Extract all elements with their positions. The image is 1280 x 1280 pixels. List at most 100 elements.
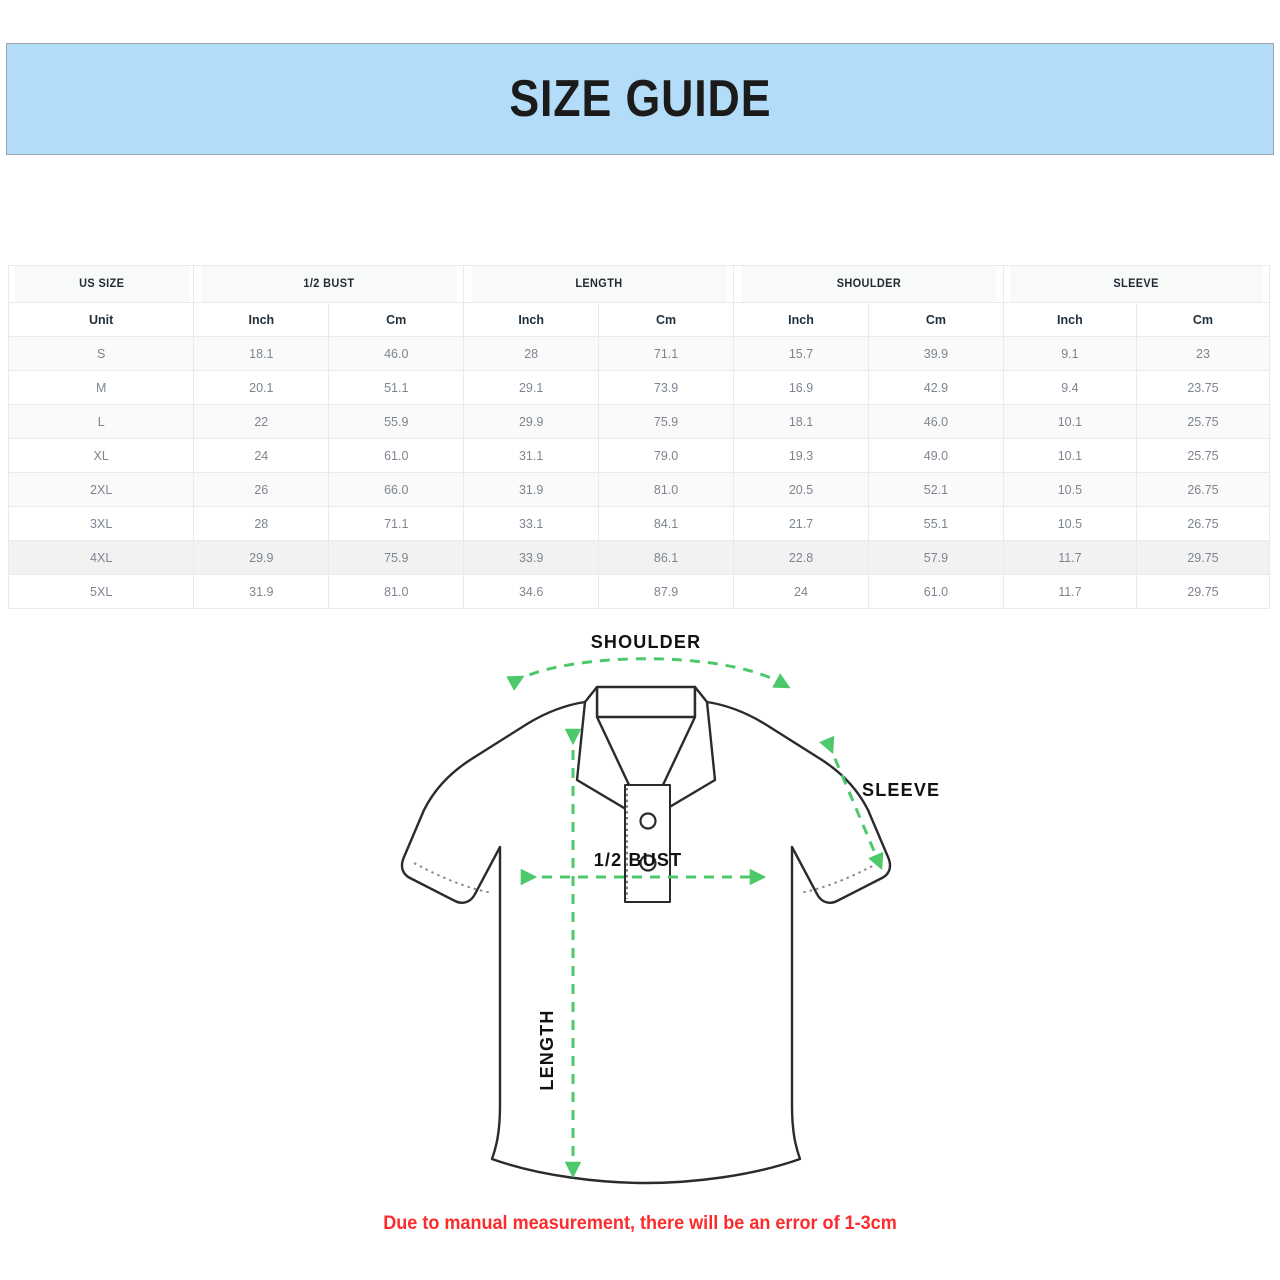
polo-shirt-outline [400, 700, 892, 1185]
size-guide-banner: SIZE GUIDE [6, 43, 1274, 155]
cell-sleeve-cm: 23.75 [1135, 370, 1271, 405]
cell-sleeve-in: 11.7 [1002, 540, 1137, 575]
cell-length-in: 28 [463, 336, 600, 371]
table-row: S 18.1 46.0 28 71.1 15.7 39.9 9.1 23 [7, 336, 1271, 371]
size-table: US SIZE 1/2 BUST LENGTH SHOULDER SLEEVE … [7, 265, 1271, 609]
cell-size: L [7, 404, 195, 439]
cell-sleeve-in: 9.4 [1002, 370, 1137, 405]
button-placket [624, 784, 671, 903]
cell-bust-cm: 75.9 [328, 540, 465, 575]
cell-sleeve-cm: 25.75 [1135, 438, 1271, 473]
unit-header-shoulder-cm: Cm [867, 302, 1004, 337]
cell-shoulder-in: 19.3 [733, 438, 869, 473]
unit-header-sleeve-in: Inch [1002, 302, 1137, 337]
cell-bust-cm: 46.0 [328, 336, 465, 371]
cell-shoulder-cm: 52.1 [867, 472, 1004, 507]
table-row: 2XL 26 66.0 31.9 81.0 20.5 52.1 10.5 26.75 [7, 472, 1271, 507]
unit-header-unit: Unit [7, 302, 195, 337]
length-label: LENGTH [537, 1009, 557, 1090]
cell-bust-in: 20.1 [193, 370, 330, 405]
page-title: SIZE GUIDE [508, 70, 772, 128]
cell-length-cm: 84.1 [598, 506, 735, 541]
cell-shoulder-cm: 55.1 [867, 506, 1004, 541]
cell-length-in: 29.1 [463, 370, 600, 405]
cell-bust-in: 31.9 [193, 574, 330, 609]
cell-sleeve-cm: 23 [1135, 336, 1271, 371]
garment-diagram: SHOULDER SLEEVE 1/2 BUST LENGTH [0, 625, 1280, 1205]
group-header-bust: 1/2 BUST [200, 265, 458, 303]
cell-bust-in: 18.1 [193, 336, 330, 371]
size-table-body: S 18.1 46.0 28 71.1 15.7 39.9 9.1 23 M 20.1 51.1 29.… [7, 336, 1271, 609]
cell-length-cm: 71.1 [598, 336, 735, 371]
cell-bust-in: 29.9 [193, 540, 330, 575]
cell-length-cm: 75.9 [598, 404, 735, 439]
cell-bust-in: 26 [193, 472, 330, 507]
unit-header-bust-cm: Cm [328, 302, 465, 337]
group-header-row: US SIZE 1/2 BUST LENGTH SHOULDER SLEEVE [9, 265, 1270, 303]
cell-size: M [7, 370, 195, 405]
cell-bust-cm: 55.9 [328, 404, 465, 439]
cell-bust-in: 28 [193, 506, 330, 541]
unit-header-row: Unit Inch Cm Inch Cm Inch Cm Inch Cm [7, 302, 1271, 337]
measurement-disclaimer: Due to manual measurement, there will be… [383, 1213, 897, 1234]
cell-size: 2XL [7, 472, 195, 507]
cell-bust-cm: 61.0 [328, 438, 465, 473]
unit-header-length-in: Inch [463, 302, 600, 337]
cell-sleeve-cm: 25.75 [1135, 404, 1271, 439]
cell-sleeve-cm: 26.75 [1135, 506, 1271, 541]
bust-label: 1/2 BUST [594, 850, 683, 870]
cell-shoulder-in: 22.8 [733, 540, 869, 575]
table-row: 5XL 31.9 81.0 34.6 87.9 24 61.0 11.7 29.75 [7, 574, 1271, 609]
cell-length-cm: 73.9 [598, 370, 735, 405]
sleeve-measure-arrow [819, 735, 884, 871]
unit-header-shoulder-in: Inch [733, 302, 869, 337]
cell-length-in: 31.1 [463, 438, 600, 473]
table-row: XL 24 61.0 31.1 79.0 19.3 49.0 10.1 25.75 [7, 438, 1271, 473]
table-row: L 22 55.9 29.9 75.9 18.1 46.0 10.1 25.75 [7, 404, 1271, 439]
table-row: M 20.1 51.1 29.1 73.9 16.9 42.9 9.4 23.75 [7, 370, 1271, 405]
cell-sleeve-in: 9.1 [1002, 336, 1137, 371]
cell-shoulder-cm: 61.0 [867, 574, 1004, 609]
cell-shoulder-in: 20.5 [733, 472, 869, 507]
cell-shoulder-in: 15.7 [733, 336, 869, 371]
shoulder-measure-arrow [506, 657, 791, 691]
cell-length-cm: 86.1 [598, 540, 735, 575]
cell-shoulder-in: 24 [733, 574, 869, 609]
shoulder-label: SHOULDER [591, 632, 702, 652]
cell-length-cm: 87.9 [598, 574, 735, 609]
cell-length-cm: 81.0 [598, 472, 735, 507]
cell-shoulder-cm: 49.0 [867, 438, 1004, 473]
cell-shoulder-cm: 46.0 [867, 404, 1004, 439]
cell-bust-in: 24 [193, 438, 330, 473]
cell-sleeve-in: 10.1 [1002, 404, 1137, 439]
cuff-stitch-left [413, 862, 493, 894]
size-table-container: US SIZE 1/2 BUST LENGTH SHOULDER SLEEVE … [7, 265, 1271, 609]
group-header-us-size: US SIZE [12, 265, 190, 303]
group-header-sleeve: SLEEVE [1009, 265, 1264, 303]
table-row: 3XL 28 71.1 33.1 84.1 21.7 55.1 10.5 26.75 [7, 506, 1271, 541]
cell-size: 4XL [7, 540, 195, 575]
cell-shoulder-in: 18.1 [733, 404, 869, 439]
cell-sleeve-cm: 29.75 [1135, 540, 1271, 575]
group-header-shoulder: SHOULDER [739, 265, 998, 303]
cell-size: 5XL [7, 574, 195, 609]
cell-sleeve-cm: 29.75 [1135, 574, 1271, 609]
cell-size: XL [7, 438, 195, 473]
cell-shoulder-cm: 39.9 [867, 336, 1004, 371]
unit-header-length-cm: Cm [598, 302, 735, 337]
cell-length-in: 33.9 [463, 540, 600, 575]
cell-bust-cm: 51.1 [328, 370, 465, 405]
cell-length-in: 31.9 [463, 472, 600, 507]
sleeve-label: SLEEVE [862, 780, 940, 800]
cell-shoulder-in: 21.7 [733, 506, 869, 541]
cell-bust-cm: 71.1 [328, 506, 465, 541]
cell-bust-cm: 66.0 [328, 472, 465, 507]
size-table-head: US SIZE 1/2 BUST LENGTH SHOULDER SLEEVE … [7, 265, 1271, 337]
cell-length-in: 34.6 [463, 574, 600, 609]
cell-size: S [7, 336, 195, 371]
table-row: 4XL 29.9 75.9 33.9 86.1 22.8 57.9 11.7 29.75 [7, 540, 1271, 575]
button-top [639, 812, 657, 830]
cell-sleeve-in: 10.1 [1002, 438, 1137, 473]
cell-size: 3XL [7, 506, 195, 541]
